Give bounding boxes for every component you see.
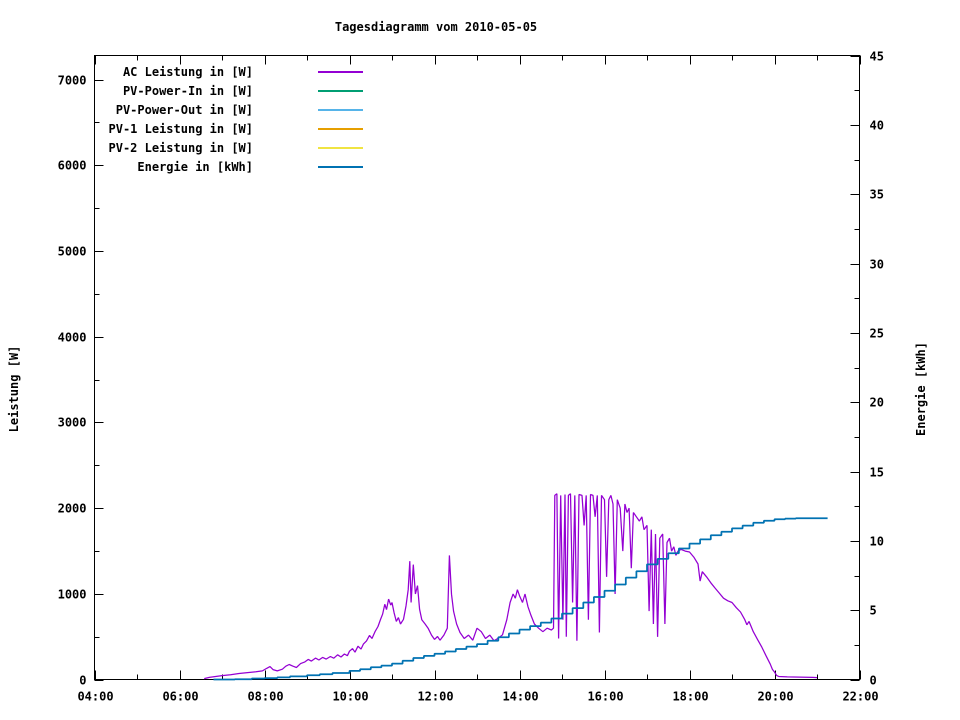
svg-text:45: 45 [870,50,884,64]
svg-text:20:00: 20:00 [757,690,793,704]
svg-text:6000: 6000 [58,159,87,173]
legend-item-ac-leistung: AC Leistung in [W] [98,62,363,81]
svg-text:25: 25 [870,327,884,341]
legend-item-pv2-leistung: PV-2 Leistung in [W] [98,138,363,157]
svg-text:08:00: 08:00 [247,690,283,704]
legend-line-swatch [318,108,363,111]
legend-label: PV-2 Leistung in [W] [108,140,254,155]
svg-text:30: 30 [870,258,884,272]
chart-title: Tagesdiagramm vom 2010-05-05 [334,20,538,34]
legend-item-energie: Energie in [kWh] [98,157,363,176]
svg-text:18:00: 18:00 [672,690,708,704]
svg-text:4000: 4000 [58,331,87,345]
svg-text:5000: 5000 [58,245,87,259]
svg-text:10: 10 [870,535,884,549]
svg-text:40: 40 [870,119,884,133]
svg-text:10:00: 10:00 [332,690,368,704]
legend: AC Leistung in [W] PV-Power-In in [W] PV… [98,62,363,176]
svg-text:2000: 2000 [58,502,87,516]
svg-text:15: 15 [870,466,884,480]
legend-label: PV-1 Leistung in [W] [108,121,254,136]
legend-label: PV-Power-Out in [W] [115,102,253,117]
svg-text:06:00: 06:00 [162,690,198,704]
svg-text:22:00: 22:00 [842,690,878,704]
svg-text:20: 20 [870,396,884,410]
svg-text:04:00: 04:00 [77,690,113,704]
legend-item-pv1-leistung: PV-1 Leistung in [W] [98,119,363,138]
legend-item-pv-power-out: PV-Power-Out in [W] [98,100,363,119]
svg-text:14:00: 14:00 [502,690,538,704]
legend-item-pv-power-in: PV-Power-In in [W] [98,81,363,100]
legend-label: Energie in [kWh] [137,159,253,174]
svg-text:7000: 7000 [58,74,87,88]
svg-text:35: 35 [870,188,884,202]
legend-line-swatch [318,89,363,92]
svg-text:1000: 1000 [58,588,87,602]
svg-text:16:00: 16:00 [587,690,623,704]
legend-label: AC Leistung in [W] [122,64,253,79]
legend-line-swatch [318,70,363,73]
svg-text:5: 5 [870,604,877,618]
svg-text:0: 0 [870,674,877,688]
legend-line-swatch [318,146,363,149]
svg-text:12:00: 12:00 [417,690,453,704]
legend-label: PV-Power-In in [W] [122,83,253,98]
svg-text:3000: 3000 [58,416,87,430]
svg-text:0: 0 [79,674,86,688]
legend-line-swatch [318,127,363,130]
legend-line-swatch [318,165,363,168]
